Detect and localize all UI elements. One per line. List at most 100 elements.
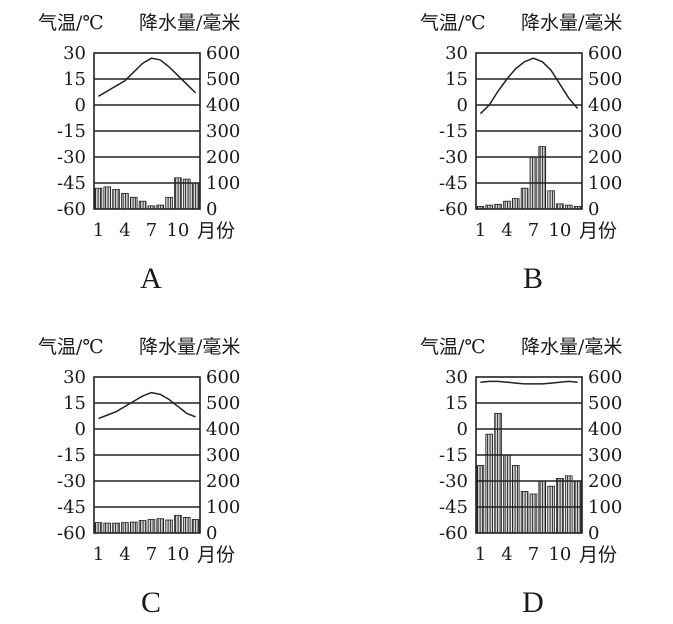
plot-frame [475,52,583,210]
temperature-tick-label: -15 [439,121,468,142]
precipitation-axis-title: 降水量/毫米 [521,12,622,34]
precipitation-tick-label: 600 [206,43,240,64]
precipitation-bar [191,182,200,210]
temperature-tick-label: -45 [439,173,468,194]
climate-chart-C: 气温/℃ 降水量/毫米 30 15 0 -15 -30 -45 -60 600 500 400 300 2… [38,336,240,619]
precipitation-bar [538,146,547,210]
temperature-tick-label: 0 [457,95,468,116]
precipitation-tick-label: 0 [206,199,217,220]
precipitation-axis-title: 降水量/毫米 [521,336,622,358]
temperature-tick-label: -60 [57,523,86,544]
temperature-tick-label: -45 [57,497,86,518]
precipitation-bar [547,485,555,534]
precipitation-bar [103,186,112,210]
precipitation-tick-label: 200 [588,147,622,168]
month-axis-title: 月份 [197,220,235,242]
precipitation-tick-label: 100 [588,497,622,518]
temperature-tick-label: -45 [439,497,468,518]
precipitation-tick-label: 500 [206,69,240,90]
precipitation-bar [94,522,103,534]
precipitation-tick-label: 400 [206,419,240,440]
month-tick-label: 1 [475,220,486,241]
month-axis-title: 月份 [579,220,617,242]
month-tick-label: 10 [548,544,571,565]
panel-label: A [140,262,162,295]
temperature-tick-label: -60 [439,199,468,220]
temperature-tick-label: -15 [439,445,468,466]
panel-label: D [522,586,544,619]
temperature-tick-label: -15 [57,121,86,142]
precipitation-tick-label: 200 [206,147,240,168]
plot-frame [93,52,201,210]
precipitation-tick-label: 0 [206,523,217,544]
temperature-tick-label: 15 [445,69,468,90]
month-tick-label: 1 [475,544,486,565]
precipitation-tick-label: 100 [206,173,240,194]
temperature-axis-title: 气温/℃ [420,12,486,34]
panel-label: B [523,262,543,295]
temperature-tick-label: -60 [57,199,86,220]
month-axis-title: 月份 [579,544,617,566]
climate-chart-B: 气温/℃ 降水量/毫米 30 15 0 -15 -30 -45 -60 600 500 400 300 2… [420,12,622,295]
temperature-tick-label: 0 [75,95,86,116]
month-tick-label: 10 [166,220,189,241]
temperature-tick-label: 30 [445,43,468,64]
precipitation-bar [182,516,191,534]
precipitation-bar [121,192,129,210]
temperature-tick-label: 30 [445,367,468,388]
precipitation-tick-label: 0 [588,199,599,220]
precipitation-bar [529,493,538,534]
temperature-tick-label: -45 [57,173,86,194]
precipitation-bar [547,190,555,210]
month-tick-label: 10 [166,544,189,565]
precipitation-bar [503,200,511,210]
month-tick-label: 4 [119,220,130,241]
month-tick-label: 1 [93,544,104,565]
precipitation-bar [476,464,485,534]
precipitation-tick-label: 500 [588,393,622,414]
plot-frame [475,376,583,534]
month-tick-label: 4 [501,544,512,565]
precipitation-tick-label: 400 [206,95,240,116]
month-tick-label: 4 [501,220,512,241]
temperature-tick-label: -60 [439,523,468,544]
temperature-axis-title: 气温/℃ [38,336,104,358]
climate-chart-D: 气温/℃ 降水量/毫米 30 15 0 -15 -30 -45 -60 600 500 400 300 2… [420,336,622,619]
precipitation-tick-label: 500 [206,393,240,414]
precipitation-tick-label: 300 [588,445,622,466]
precipitation-bar [138,520,147,534]
precipitation-bar [564,475,573,534]
month-tick-label: 10 [548,220,571,241]
precipitation-bar [103,522,112,534]
month-tick-label: 7 [528,544,539,565]
temperature-tick-label: -30 [439,147,468,168]
precipitation-bar [191,519,200,534]
climate-chart-A: 气温/℃ 降水量/毫米 30 15 0 -15 -30 -45 -60 600 500 400 300 2… [38,12,240,295]
precipitation-bar [556,477,564,534]
temperature-tick-label: -15 [57,445,86,466]
precipitation-bar [94,187,103,210]
panel-label: C [141,586,161,619]
temperature-line [479,57,579,115]
precipitation-tick-label: 200 [206,471,240,492]
precipitation-tick-label: 100 [588,173,622,194]
temperature-tick-label: 15 [63,393,86,414]
precipitation-bar [174,514,182,534]
temperature-axis-title: 气温/℃ [420,336,486,358]
precipitation-bar [147,519,156,534]
precipitation-bar [129,521,138,534]
month-tick-label: 7 [146,544,157,565]
precipitation-bar [503,454,511,534]
precipitation-bar [112,189,120,210]
precipitation-bar [121,522,129,534]
temperature-line [480,380,578,385]
precipitation-tick-label: 0 [588,523,599,544]
temperature-line [98,57,197,97]
temperature-tick-label: 30 [63,367,86,388]
temperature-tick-label: 15 [445,393,468,414]
precipitation-bar [165,196,173,210]
precipitation-bar [156,518,165,534]
temperature-tick-label: 15 [63,69,86,90]
precipitation-bar [129,196,138,210]
